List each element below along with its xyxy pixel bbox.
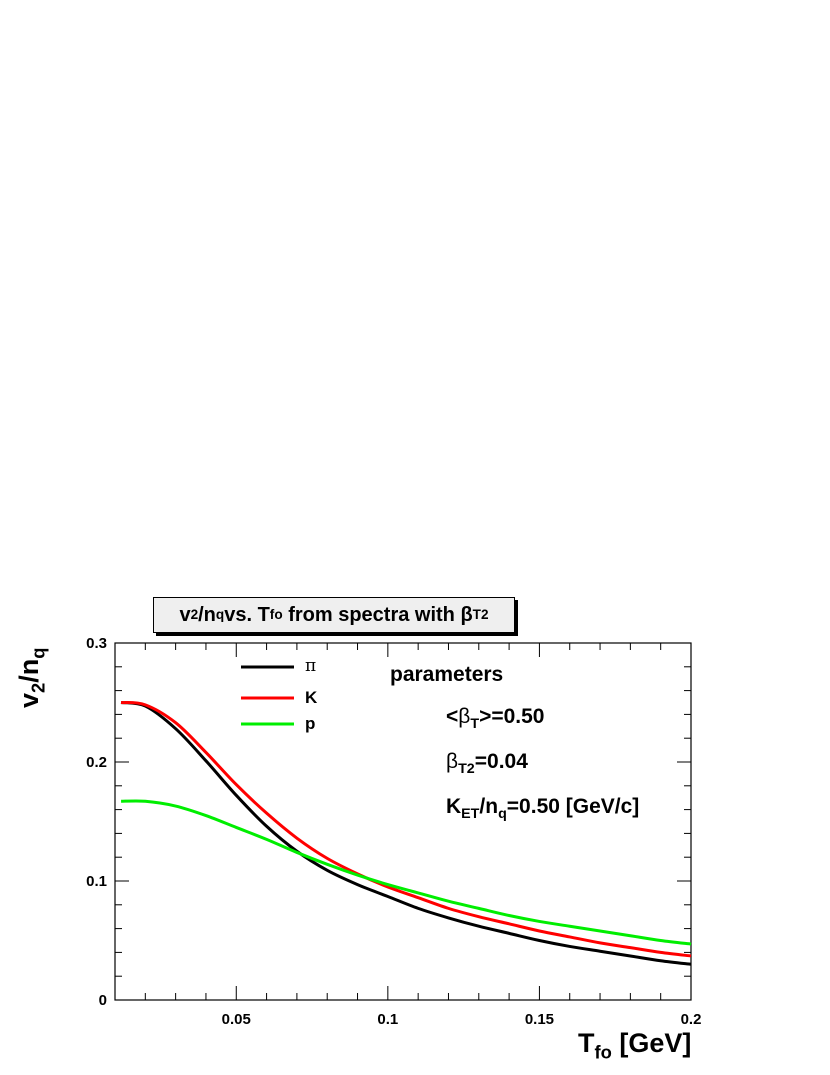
y-tick-label: 0.2 <box>86 754 107 771</box>
legend-label-p: p <box>305 714 316 733</box>
beta-t2-post: =0.04 <box>474 750 528 773</box>
annotation-beta-t2: βT2=0.04 <box>446 750 528 777</box>
ket-sub2: q <box>498 805 507 822</box>
y-tick-label: 0.1 <box>86 873 107 890</box>
beta-mean-post: >=0.50 <box>479 705 545 728</box>
axis-ticks <box>115 642 692 1001</box>
title-part-d: from spectra with <box>282 603 461 626</box>
beta-t2-sub: T2 <box>458 760 475 777</box>
y-axis-label: v2/nq <box>14 647 49 708</box>
ket-tail: =0.50 [GeV/c] <box>506 795 640 818</box>
title-part-b: /n <box>198 603 216 626</box>
beta-mean-symbol: β <box>458 705 471 728</box>
x-tick-label: 0.1 <box>377 1011 398 1028</box>
beta-mean-pre: < <box>446 705 459 728</box>
annotation-ket: KET/nq=0.50 [GeV/c] <box>446 795 640 822</box>
ylabel-sub-a: 2 <box>27 682 49 693</box>
ylabel-part-a: v <box>14 692 44 708</box>
legend-label-pi: π <box>305 656 317 676</box>
ylabel-part-b: /n <box>14 658 44 683</box>
x-tick-label: 0.05 <box>222 1011 251 1028</box>
title-part-c: vs. T <box>224 603 270 626</box>
x-axis-label: Tfo [GeV] <box>578 1028 692 1063</box>
x-tick-label: 0.15 <box>525 1011 554 1028</box>
beta-t2-symbol: β <box>446 750 459 773</box>
series-lines <box>120 701 692 966</box>
x-tick-label: 0.2 <box>681 1011 702 1028</box>
beta-mean-sub: T <box>470 715 480 732</box>
ket-sub: ET <box>461 805 480 822</box>
legend <box>241 665 294 726</box>
annotation-header: parameters <box>390 663 504 686</box>
y-tick-label: 0.3 <box>86 635 107 652</box>
xlabel-rest: [GeV] <box>611 1028 692 1058</box>
ket-post: /n <box>479 795 499 818</box>
plot-frame <box>114 642 692 1001</box>
series-line-0 <box>120 701 692 966</box>
title-part-a: v <box>179 603 191 626</box>
series-line-1 <box>120 701 692 958</box>
xlabel-main: T <box>578 1028 595 1058</box>
annotation-beta-mean: <βT>=0.50 <box>446 705 545 732</box>
tick-labels: 0.05 0.1 0.15 0.2 0 0.1 0.2 0.3 <box>86 635 701 1028</box>
series-line-2 <box>121 799 692 946</box>
legend-label-k: K <box>305 688 318 707</box>
ket-pre: K <box>446 795 462 818</box>
xlabel-sub: fo <box>594 1041 612 1063</box>
title-part-e: β <box>460 603 473 626</box>
y-tick-label: 0 <box>99 992 107 1009</box>
ylabel-sub-b: q <box>27 647 49 659</box>
